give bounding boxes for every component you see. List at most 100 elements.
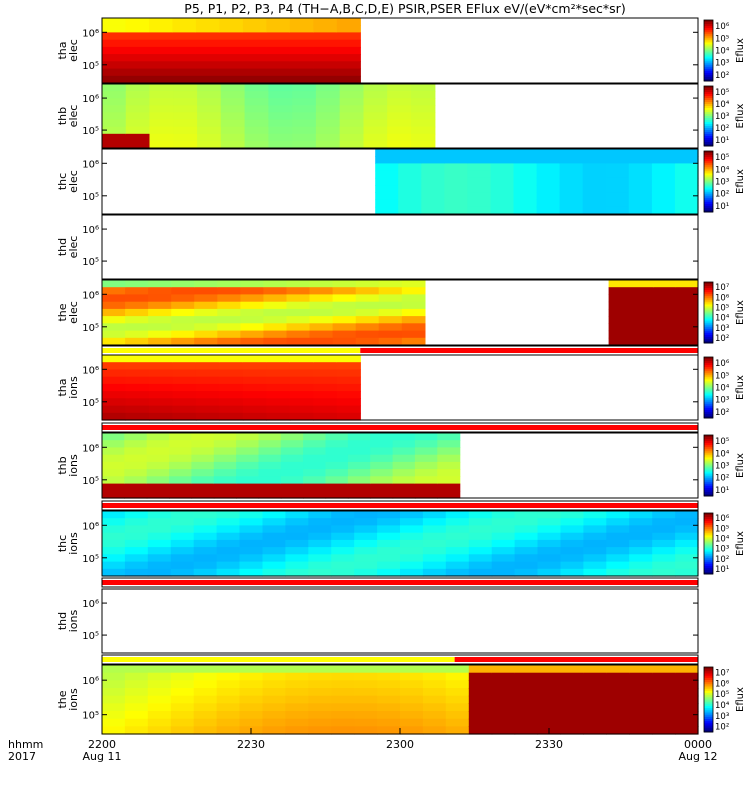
heatmap-cell bbox=[491, 718, 516, 727]
heatmap-cell bbox=[149, 133, 174, 142]
heatmap-cell bbox=[401, 337, 426, 346]
heatmap-cell bbox=[171, 337, 195, 346]
heatmap-cell bbox=[652, 561, 676, 570]
heatmap-cell bbox=[444, 170, 468, 179]
heatmap-cell bbox=[583, 554, 607, 563]
heatmap-cell bbox=[422, 511, 447, 519]
heatmap-cell bbox=[422, 695, 447, 704]
heatmap-cell bbox=[313, 54, 338, 62]
heatmap-cell bbox=[315, 140, 341, 149]
heatmap-cell bbox=[583, 511, 607, 519]
heatmap-cell bbox=[191, 454, 215, 463]
heatmap-cell bbox=[244, 98, 269, 106]
heatmap-cell bbox=[582, 163, 607, 172]
heatmap-cell bbox=[370, 454, 394, 463]
heatmap-cell bbox=[266, 54, 291, 62]
heatmap-cell bbox=[336, 39, 361, 48]
heatmap-cell bbox=[262, 703, 286, 712]
heatmap-cell bbox=[583, 532, 607, 541]
heatmap-cell bbox=[313, 391, 338, 399]
heatmap-cell bbox=[292, 112, 317, 121]
heatmap-cell bbox=[491, 672, 516, 681]
heatmap-cell bbox=[193, 511, 218, 519]
heatmap-cell bbox=[313, 46, 338, 55]
colorbar-tick-label: 10⁵ bbox=[715, 303, 729, 313]
heatmap-cell bbox=[491, 695, 516, 704]
heatmap-cell bbox=[325, 440, 349, 448]
heatmap-cell bbox=[102, 369, 127, 378]
heatmap-cell bbox=[606, 688, 630, 697]
heatmap-cell bbox=[387, 84, 412, 92]
heatmap-cell bbox=[332, 280, 357, 288]
colorbar-step bbox=[704, 322, 713, 326]
heatmap-cell bbox=[102, 525, 126, 534]
heatmap-cell bbox=[444, 177, 468, 186]
heatmap-cell bbox=[146, 461, 170, 470]
heatmap-cell bbox=[629, 511, 653, 519]
heatmap-cell bbox=[219, 18, 244, 26]
heatmap-cell bbox=[258, 490, 282, 499]
heatmap-cell bbox=[377, 665, 401, 674]
heatmap-cell bbox=[236, 476, 260, 485]
heatmap-cell bbox=[400, 680, 424, 689]
colorbar-step bbox=[704, 100, 713, 103]
heatmap-cell bbox=[377, 672, 401, 681]
heatmap-cell bbox=[537, 665, 561, 674]
heatmap-cell bbox=[289, 398, 314, 407]
heatmap-cell bbox=[331, 554, 355, 563]
colorbar-step bbox=[704, 699, 713, 703]
heatmap-cell bbox=[560, 703, 584, 712]
heatmap-cell bbox=[149, 61, 174, 70]
heatmap-cell bbox=[148, 301, 172, 310]
heatmap-cell bbox=[414, 433, 438, 441]
colorbar-step bbox=[704, 519, 713, 522]
heatmap-cell bbox=[219, 32, 244, 41]
flag-segment bbox=[102, 425, 698, 430]
colorbar-tick-label: 10³ bbox=[715, 178, 729, 188]
heatmap-cell bbox=[280, 433, 304, 441]
colorbar-tick-label: 10⁷ bbox=[715, 283, 730, 293]
heatmap-cell bbox=[149, 68, 174, 77]
colorbar-step bbox=[704, 447, 713, 450]
heatmap-cell bbox=[102, 440, 125, 448]
heatmap-cell bbox=[336, 355, 361, 363]
colorbar-frame bbox=[703, 356, 714, 419]
heatmap-cell bbox=[102, 469, 125, 477]
colorbar-step bbox=[704, 288, 713, 291]
colorbar-step bbox=[704, 483, 713, 487]
colorbar-step bbox=[704, 159, 713, 162]
heatmap-cell bbox=[606, 547, 630, 555]
heatmap-cell bbox=[411, 133, 436, 142]
colorbar-step bbox=[704, 58, 713, 62]
heatmap-cell bbox=[336, 25, 361, 33]
heatmap-cell bbox=[195, 355, 220, 363]
flag-segment bbox=[102, 580, 698, 585]
heatmap-cell bbox=[125, 330, 149, 339]
colorbar-step bbox=[704, 24, 713, 27]
colorbar-step bbox=[704, 401, 713, 405]
y-axis-label: ions bbox=[67, 688, 80, 711]
y-tick-label: 10⁶ bbox=[82, 599, 99, 610]
heatmap-cell bbox=[309, 287, 334, 295]
y-axis-label: elec bbox=[67, 39, 80, 62]
heatmap-cell bbox=[102, 355, 127, 363]
heatmap-cell bbox=[422, 561, 447, 570]
heatmap-cell bbox=[560, 688, 584, 697]
heatmap-cell bbox=[195, 383, 220, 392]
heatmap-cell bbox=[308, 525, 332, 534]
heatmap-cell bbox=[102, 680, 126, 689]
panel-frame bbox=[101, 432, 699, 499]
colorbar-step bbox=[704, 40, 713, 43]
heatmap-cell bbox=[147, 718, 172, 727]
colorbar-step bbox=[704, 179, 713, 182]
y-tick-label: 10⁶ bbox=[82, 365, 99, 376]
heatmap-cell bbox=[491, 525, 516, 534]
heatmap-cell bbox=[102, 726, 126, 735]
heatmap-cell bbox=[102, 32, 127, 41]
heatmap-cell bbox=[437, 483, 461, 492]
colorbar-step bbox=[704, 169, 713, 172]
colorbar-step bbox=[704, 701, 713, 705]
heatmap-cell bbox=[468, 672, 493, 681]
